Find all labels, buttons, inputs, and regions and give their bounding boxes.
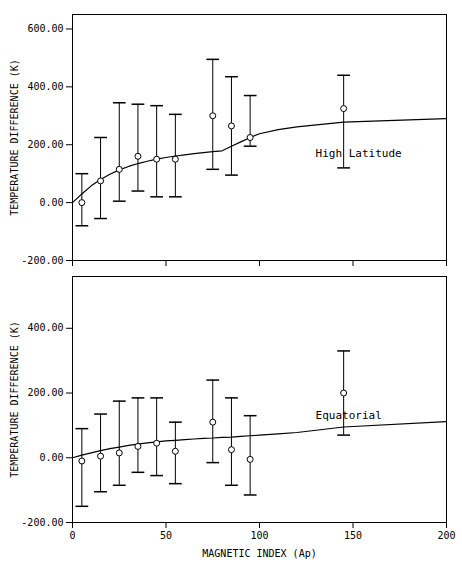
svg-text:200.00: 200.00 — [27, 387, 63, 398]
svg-text:400.00: 400.00 — [27, 322, 63, 333]
svg-text:Equatorial: Equatorial — [316, 409, 382, 422]
svg-text:0.00: 0.00 — [39, 197, 63, 208]
svg-text:50: 50 — [160, 530, 172, 541]
svg-text:TEMPERATURE DIFFERENCE (K): TEMPERATURE DIFFERENCE (K) — [9, 321, 20, 478]
svg-text:100: 100 — [250, 530, 268, 541]
svg-text:-200.00: -200.00 — [21, 517, 63, 528]
svg-text:400.00: 400.00 — [27, 81, 63, 92]
svg-text:200.00: 200.00 — [27, 139, 63, 150]
svg-text:MAGNETIC INDEX (Ap): MAGNETIC INDEX (Ap) — [202, 548, 316, 559]
svg-text:High Latitude: High Latitude — [316, 147, 402, 160]
svg-text:-200.00: -200.00 — [21, 255, 63, 266]
svg-text:0.00: 0.00 — [39, 452, 63, 463]
svg-text:150: 150 — [344, 530, 362, 541]
svg-text:TEMPERATURE DIFFERENCE (K): TEMPERATURE DIFFERENCE (K) — [9, 59, 20, 216]
svg-text:0: 0 — [69, 530, 75, 541]
svg-text:200: 200 — [437, 530, 455, 541]
svg-text:600.00: 600.00 — [27, 23, 63, 34]
